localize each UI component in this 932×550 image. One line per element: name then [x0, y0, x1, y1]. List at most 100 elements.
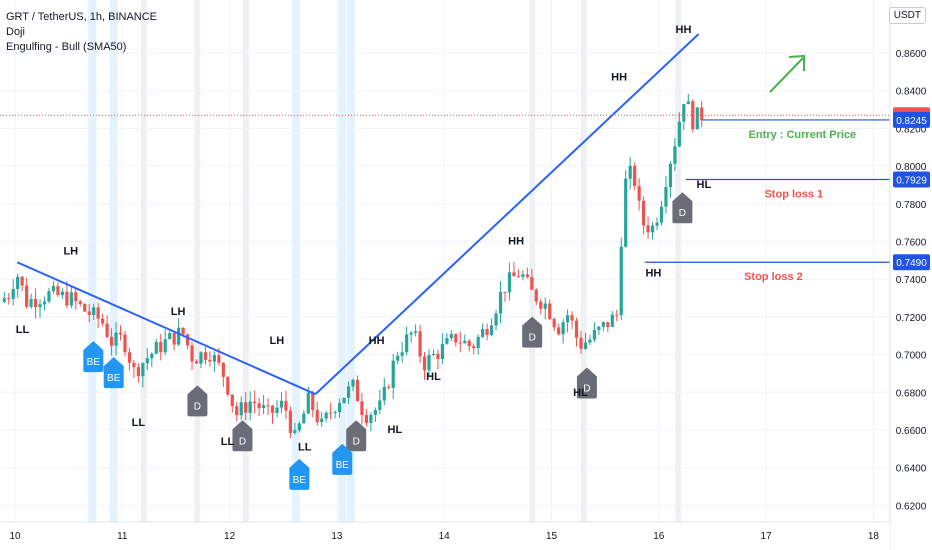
pattern-markers[interactable]: BE BE D D BE D BE D D D [83, 192, 693, 490]
candle-up [619, 246, 623, 316]
session-band [580, 0, 587, 522]
price-axis-bg [890, 0, 932, 550]
swing-label: HH [369, 335, 385, 347]
candle-down [503, 291, 507, 293]
swing-label: HL [697, 179, 712, 191]
marker-label: BE [87, 357, 101, 368]
candle-down [552, 318, 556, 328]
candle-down [606, 322, 610, 327]
candle-up [659, 206, 664, 223]
candle-up [624, 178, 628, 247]
candle-up [337, 403, 342, 413]
price-tag [893, 171, 930, 188]
candle-up [507, 272, 512, 293]
candle-down [185, 334, 190, 346]
trend-line [314, 33, 700, 395]
candle-up [583, 342, 588, 349]
candle-up [445, 338, 449, 344]
candle-up [42, 301, 47, 305]
candle-down [485, 328, 489, 336]
candle-up [682, 104, 686, 122]
highlight-band [88, 0, 97, 522]
marker-label: D [583, 384, 590, 395]
session-band [194, 0, 201, 522]
trend-lines[interactable] [16, 33, 700, 396]
swing-label: LH [63, 246, 78, 258]
candle-up [489, 325, 494, 336]
price-levels[interactable]: Entry : Current Price Stop loss 1 Stop los… [0, 114, 932, 283]
candle-up [297, 423, 301, 431]
price-tag [893, 254, 930, 271]
session-band [675, 0, 682, 522]
price-tick-label: 0.7800 [896, 200, 927, 211]
price-tick-label: 0.7600 [896, 238, 927, 249]
candle-down [570, 315, 574, 321]
background-bands [88, 0, 682, 522]
swing-label: HH [676, 24, 692, 36]
candle-down [579, 337, 583, 349]
candle-up [38, 304, 42, 308]
doji-marker [346, 420, 367, 452]
candle-up [293, 430, 297, 433]
highlight-band [346, 0, 355, 522]
price-tag [893, 111, 930, 128]
candle-down [472, 346, 476, 349]
marker-label: D [529, 333, 536, 344]
candle-up [628, 165, 632, 179]
candle-up [199, 352, 203, 364]
candle-down [315, 409, 319, 423]
candle-down [557, 327, 561, 335]
candle-up [177, 327, 181, 345]
candle-up [382, 386, 386, 401]
candle-down [266, 405, 270, 407]
candle-down [364, 414, 369, 423]
candle-down [190, 345, 194, 362]
candle-down [574, 320, 579, 338]
candle-up [677, 121, 681, 147]
candle-up [655, 222, 659, 226]
candle-down [253, 401, 257, 404]
currency-button[interactable]: USDT [888, 7, 926, 24]
price-axis[interactable]: 0.8600 0.8400 0.8200 0.8000 0.7800 0.7600 0.74… [889, 0, 932, 550]
candle-down [534, 289, 538, 302]
candle-down [96, 307, 100, 319]
candle-down [101, 318, 105, 324]
arrow-shaft [769, 57, 804, 93]
time-axis[interactable]: 10 11 12 13 14 15 16 17 18 [0, 521, 890, 550]
candle-down [516, 276, 521, 278]
time-tick-label: 10 [9, 531, 21, 542]
candle-down [539, 301, 543, 309]
candle-up [695, 107, 699, 130]
candle-up [481, 328, 485, 337]
price-tick-label: 0.8400 [896, 87, 927, 98]
candle-up [668, 163, 673, 188]
candle-down [615, 314, 619, 316]
chart-title: GRT / TetherUS, 1h, BINANCE [6, 11, 158, 23]
candle-down [284, 400, 288, 411]
price-tag-label: 0.7490 [896, 258, 927, 269]
candle-up [261, 405, 266, 409]
swing-label: HH [611, 71, 627, 83]
candle-up [154, 341, 158, 354]
candle-down [83, 303, 87, 312]
up-arrow-icon [769, 54, 805, 93]
swing-label: LH [171, 306, 186, 318]
price-tick-label: 0.8200 [896, 124, 927, 135]
candle-up [610, 314, 614, 327]
candle-down [458, 342, 462, 344]
candle-up [92, 307, 96, 315]
indicator-doji[interactable]: Doji [6, 26, 25, 38]
level-label: Stop loss 2 [744, 271, 803, 283]
candle-up [369, 414, 373, 423]
swing-label: LL [16, 324, 30, 336]
engulfing-marker [103, 357, 124, 389]
price-tick-label: 0.6400 [896, 464, 927, 475]
marker-label: D [239, 436, 246, 447]
candle-down [65, 291, 69, 306]
indicator-engulfing[interactable]: Engulfing - Bull (SMA50) [6, 41, 127, 53]
candle-down [257, 403, 261, 409]
candle-up [168, 333, 172, 340]
candle-up [561, 322, 565, 335]
candle-up [588, 339, 592, 343]
